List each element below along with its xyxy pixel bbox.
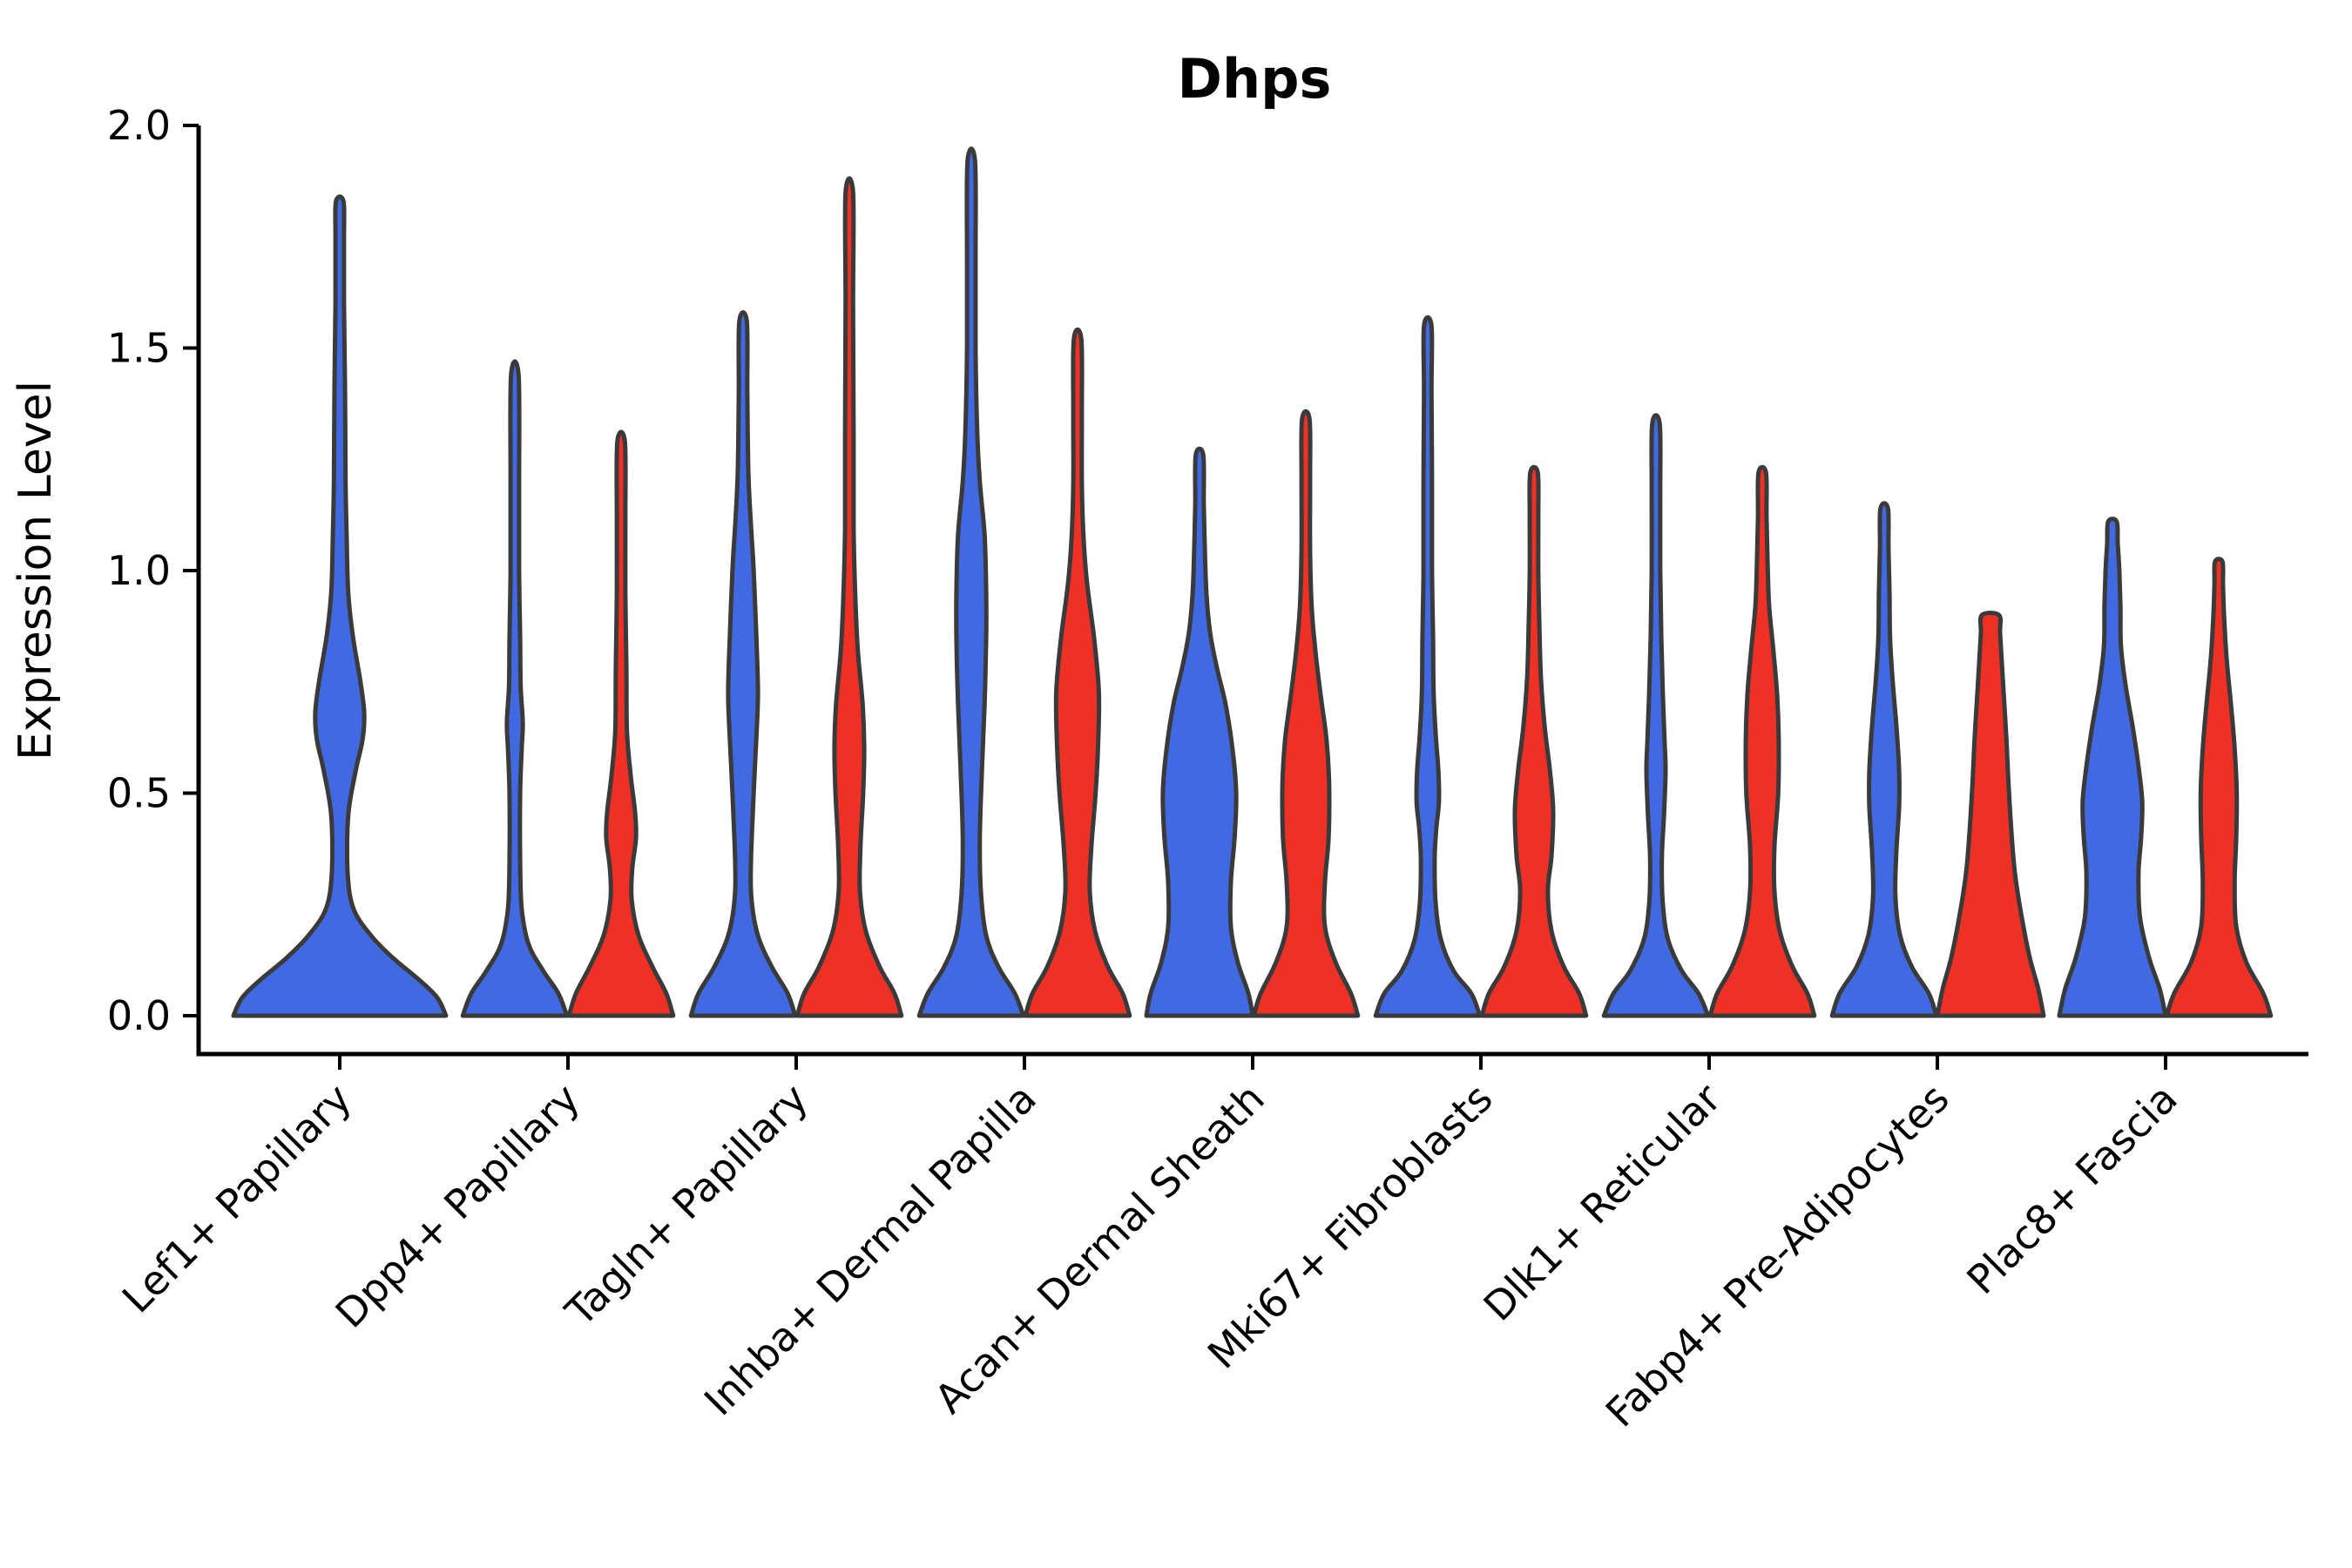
violin-blue — [688, 310, 798, 1018]
violin-red — [1479, 464, 1589, 1018]
violin-blue — [231, 194, 449, 1018]
x-category-label: Tagln+ Papillary — [556, 1075, 817, 1336]
violin-blue — [916, 146, 1026, 1018]
x-category-label: Dpp4+ Papillary — [327, 1075, 589, 1337]
x-category-label: Plac8+ Fascia — [1957, 1075, 2186, 1303]
violin-red — [566, 429, 676, 1018]
y-axis-label: Expression Level — [10, 381, 62, 760]
violin-red — [2164, 557, 2274, 1018]
violin-blue — [460, 359, 570, 1018]
violin-blue — [1601, 413, 1711, 1018]
x-category-label: Lef1+ Papillary — [113, 1075, 361, 1322]
violins-layer — [231, 146, 2274, 1018]
y-tick-label: 1.5 — [107, 325, 171, 372]
y-axis: 2.0 1.5 1.0 0.5 0.0 — [107, 102, 201, 1054]
violin-blue — [2057, 517, 2168, 1018]
violin-red — [794, 176, 904, 1018]
y-tick-label: 1.0 — [107, 547, 171, 594]
plot-title: Dhps — [1178, 47, 1332, 111]
y-tick-label: 0.0 — [107, 992, 171, 1039]
violin-red — [1023, 327, 1132, 1018]
violin-red — [1935, 611, 2046, 1018]
y-tick-label: 2.0 — [107, 102, 171, 149]
y-tick-label: 0.5 — [107, 770, 171, 817]
violin-red — [1707, 464, 1817, 1018]
violin-blue — [1829, 501, 1939, 1018]
violin-blue — [1144, 446, 1255, 1018]
violin-blue — [1373, 314, 1483, 1018]
violin-red — [1251, 409, 1361, 1018]
x-category-label: Dlk1+ Reticular — [1475, 1075, 1730, 1330]
